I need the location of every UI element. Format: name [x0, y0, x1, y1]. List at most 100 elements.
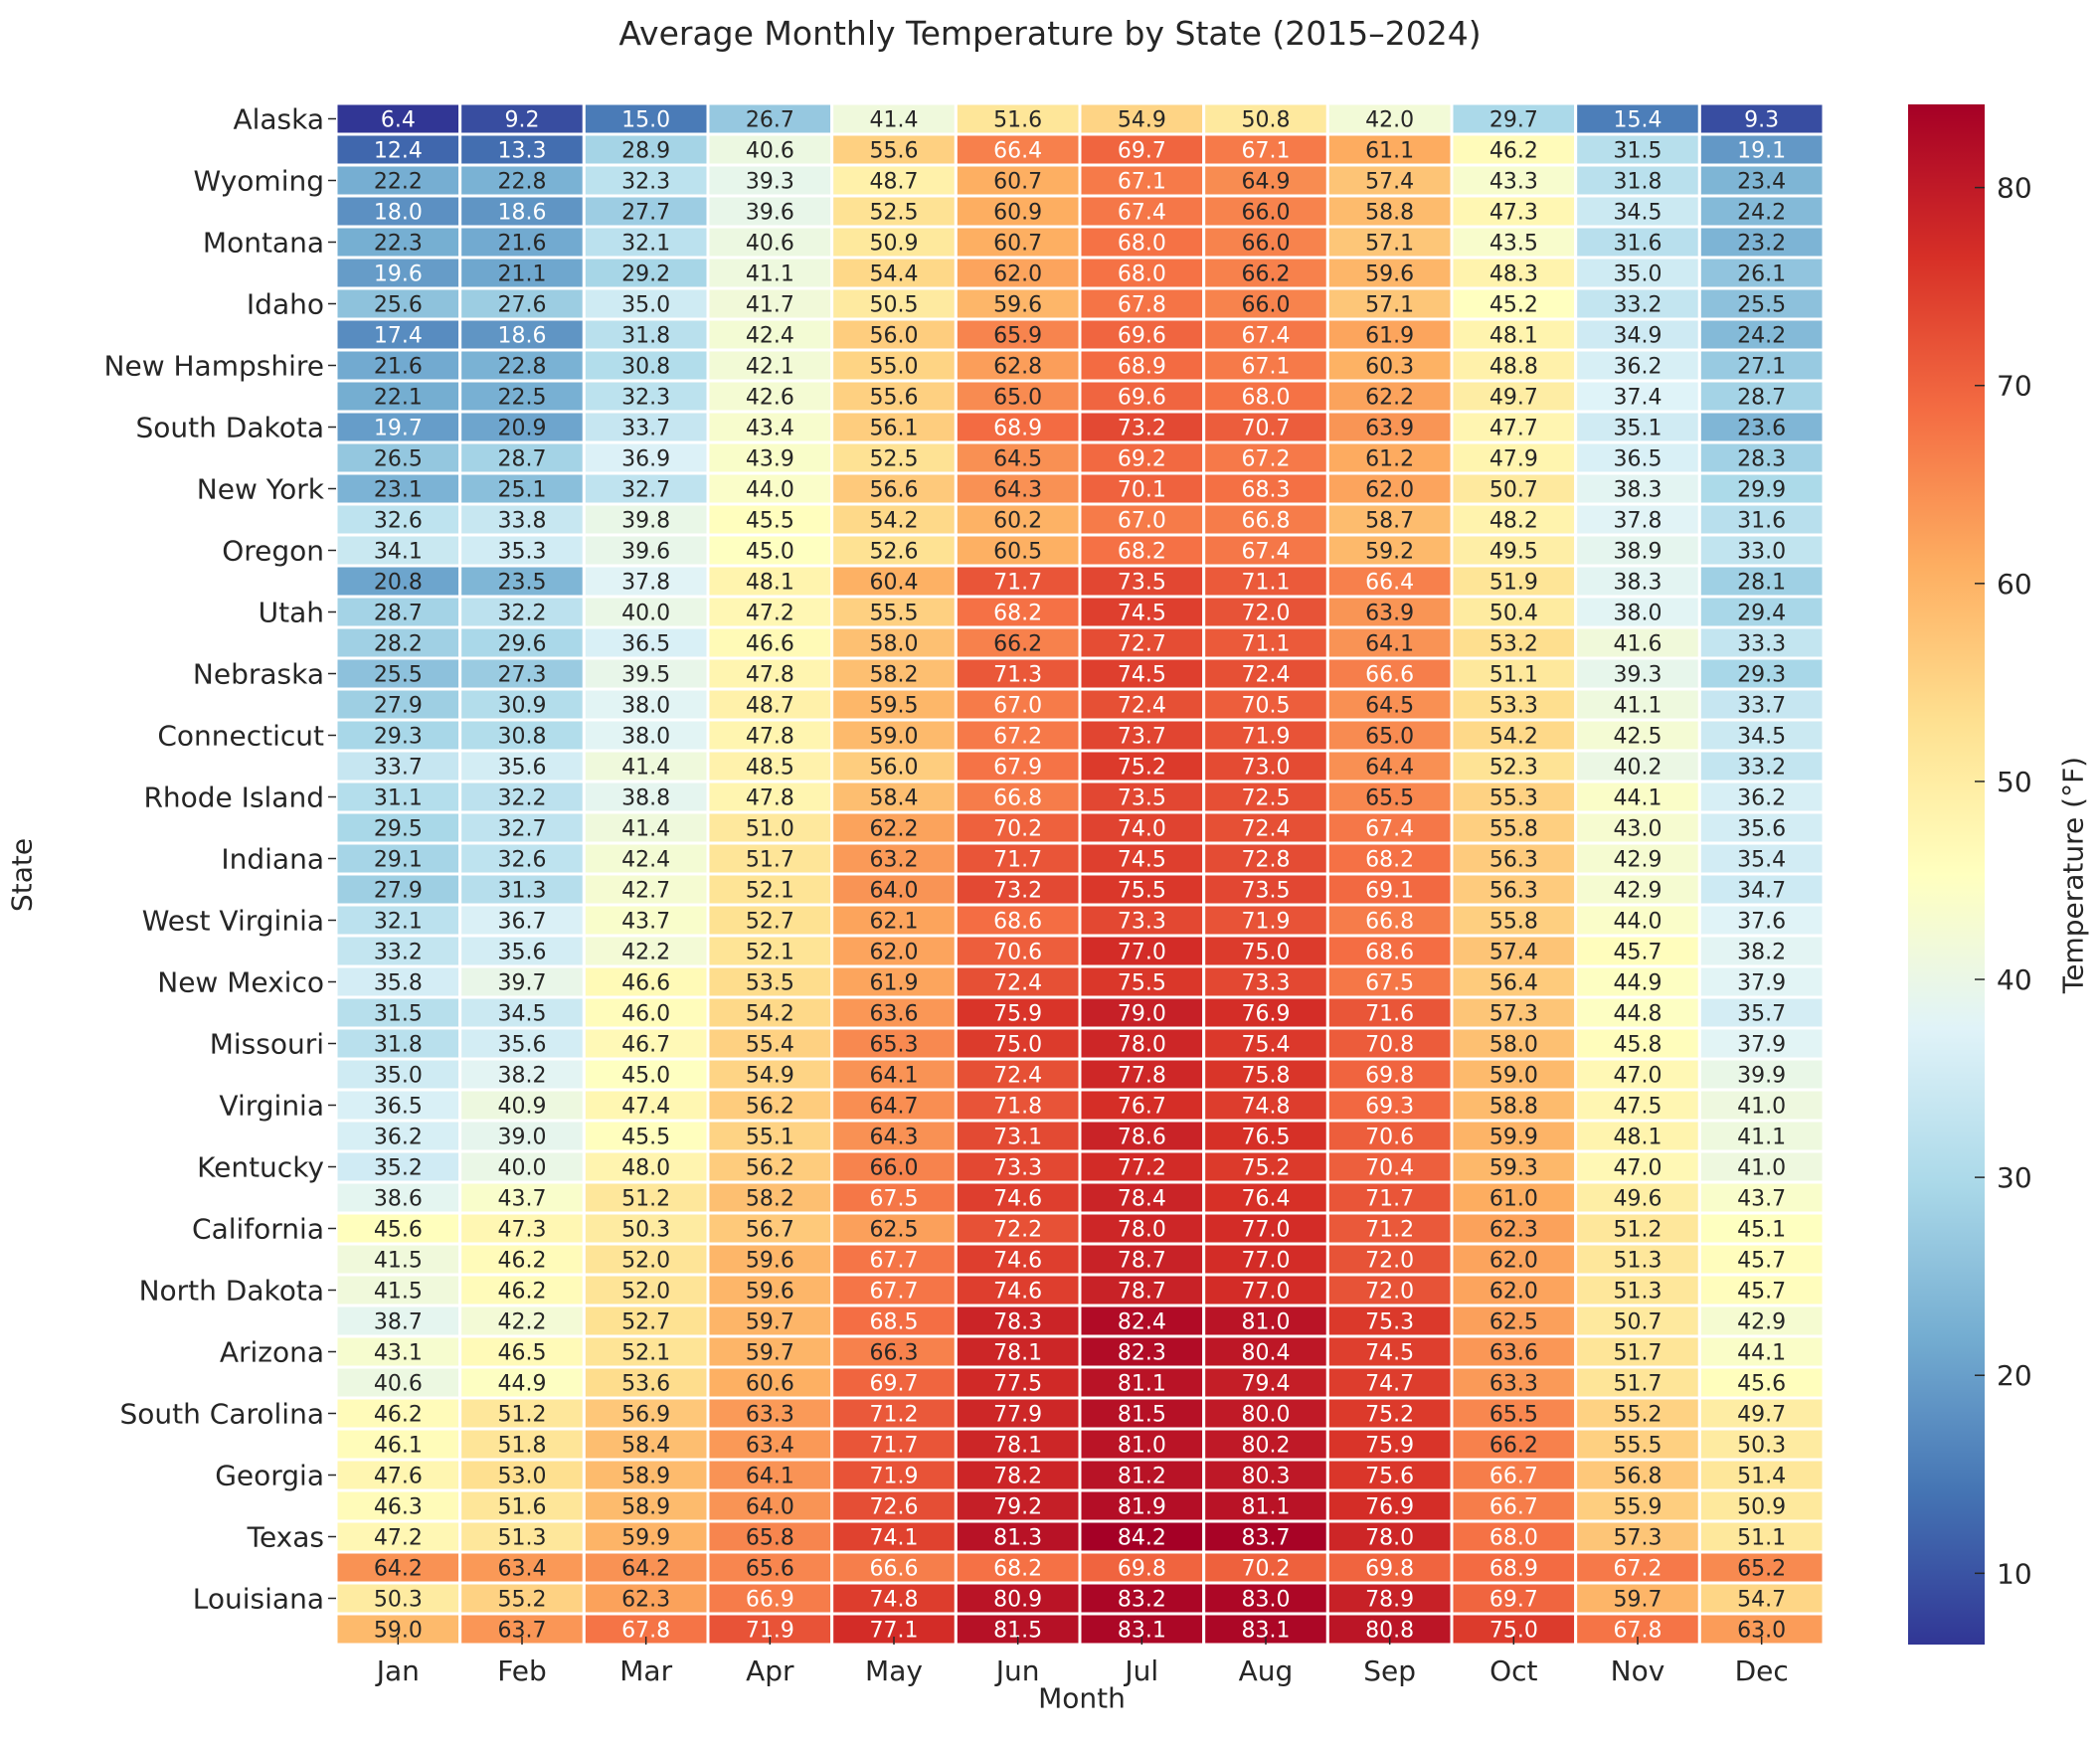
heatmap-cell	[1202, 780, 1329, 814]
cell-value-label: 71.7	[993, 848, 1042, 873]
x-tick-label: Jan	[375, 1655, 420, 1687]
cell-value-label: 38.2	[1737, 941, 1786, 965]
y-tick-label: New York	[197, 473, 325, 506]
cell-value-label: 29.5	[374, 817, 423, 842]
y-tick-label: New Hampshire	[104, 350, 324, 383]
heatmap-cell	[954, 410, 1082, 444]
cell-value-label: 32.1	[621, 232, 670, 257]
cell-value-label: 53.5	[746, 971, 794, 996]
cell-value-label: 73.3	[1118, 910, 1166, 935]
cell-value-label: 51.3	[498, 1526, 547, 1551]
cell-value-label: 75.5	[1118, 879, 1166, 904]
heatmap-cell	[1202, 995, 1329, 1030]
cell-value-label: 67.7	[870, 1249, 919, 1274]
cell-value-label: 42.4	[621, 848, 670, 873]
cell-value-label: 60.3	[1365, 355, 1414, 380]
cell-value-label: 79.0	[1118, 1002, 1166, 1027]
heatmap-cell	[1574, 1519, 1701, 1554]
cell-value-label: 24.2	[1737, 201, 1786, 226]
cell-value-label: 65.8	[746, 1526, 794, 1551]
cell-value-label: 51.9	[1489, 571, 1538, 596]
cell-value-label: 38.6	[374, 1187, 423, 1212]
cell-value-label: 18.0	[374, 201, 423, 226]
cell-value-label: 68.6	[1365, 941, 1414, 965]
cell-value-label: 45.8	[1614, 1033, 1662, 1058]
cell-value-label: 68.2	[1365, 848, 1414, 873]
cell-value-label: 66.0	[1242, 293, 1291, 318]
heatmap-cell	[954, 1149, 1082, 1184]
heatmap-cell	[582, 410, 710, 444]
cell-value-label: 62.1	[870, 910, 919, 935]
heatmap-cell	[1325, 810, 1454, 845]
cell-value-label: 55.0	[870, 355, 919, 380]
heatmap-cell	[706, 903, 834, 938]
heatmap-cell	[582, 1057, 710, 1092]
cell-value-label: 43.7	[1737, 1187, 1786, 1212]
cell-value-label: 62.0	[1365, 478, 1414, 503]
heatmap-cell	[1325, 1427, 1454, 1462]
cell-value-label: 38.8	[621, 786, 670, 811]
cell-value-label: 78.6	[1118, 1126, 1166, 1150]
cell-value-label: 39.3	[746, 170, 794, 195]
heatmap-cell	[1450, 533, 1578, 568]
cell-value-label: 48.1	[746, 571, 794, 596]
heatmap-cell	[1325, 749, 1454, 784]
cell-value-label: 46.2	[374, 1403, 423, 1428]
cell-value-label: 44.8	[1614, 1002, 1662, 1027]
cell-value-label: 67.8	[1118, 293, 1166, 318]
cell-value-label: 22.8	[498, 170, 547, 195]
heatmap-cell	[954, 964, 1082, 999]
heatmap-cell	[582, 1581, 710, 1616]
cell-value-label: 32.2	[498, 602, 547, 626]
heatmap-cell	[1697, 1550, 1826, 1585]
cell-value-label: 35.6	[498, 756, 547, 781]
cell-value-label: 15.4	[1614, 108, 1662, 133]
heatmap-cell	[1697, 903, 1826, 938]
cell-value-label: 52.1	[621, 1341, 670, 1366]
cell-value-label: 68.0	[1242, 386, 1291, 411]
cell-value-label: 66.4	[1365, 571, 1414, 596]
cell-value-label: 51.1	[1737, 1526, 1786, 1551]
cell-value-label: 73.5	[1242, 879, 1291, 904]
cell-value-label: 71.6	[1365, 1002, 1414, 1027]
heatmap-cell	[1202, 1211, 1329, 1246]
heatmap-cell	[954, 1458, 1082, 1492]
heatmap-cell	[706, 1396, 834, 1431]
cell-value-label: 71.2	[1365, 1218, 1414, 1243]
cell-value-label: 35.8	[374, 971, 423, 996]
heatmap-cell	[830, 1057, 958, 1092]
cell-value-label: 73.3	[993, 1156, 1042, 1181]
cell-value-label: 22.1	[374, 386, 423, 411]
cell-value-label: 57.3	[1614, 1526, 1662, 1551]
cell-value-label: 63.4	[498, 1557, 547, 1582]
cell-value-label: 60.4	[870, 571, 919, 596]
heatmap-cell	[334, 934, 462, 968]
cell-value-label: 68.6	[993, 910, 1042, 935]
cell-value-label: 46.0	[621, 1002, 670, 1027]
cell-value-label: 35.7	[1737, 1002, 1786, 1027]
cell-value-label: 48.8	[1489, 355, 1538, 380]
heatmap-cell	[1202, 1519, 1329, 1554]
cell-value-label: 75.0	[1242, 941, 1291, 965]
cell-value-label: 64.1	[746, 1465, 794, 1489]
heatmap-cell	[830, 1365, 958, 1400]
cell-value-label: 77.0	[1242, 1218, 1291, 1243]
cell-value-label: 66.0	[1242, 232, 1291, 257]
cell-value-label: 77.2	[1118, 1156, 1166, 1181]
cell-value-label: 46.2	[1489, 139, 1538, 164]
cell-value-label: 81.2	[1118, 1465, 1166, 1489]
heatmap-cell	[1325, 625, 1454, 660]
cell-value-label: 40.0	[621, 602, 670, 626]
heatmap-cell	[334, 256, 462, 290]
cell-value-label: 49.5	[1489, 540, 1538, 565]
heatmap-cell	[1574, 872, 1701, 907]
cell-value-label: 77.5	[993, 1372, 1042, 1397]
cell-value-label: 66.3	[870, 1341, 919, 1366]
heatmap-cell	[954, 1396, 1082, 1431]
cell-value-label: 43.3	[1489, 170, 1538, 195]
heatmap-cell	[1202, 533, 1329, 568]
cell-value-label: 42.7	[621, 879, 670, 904]
cell-value-label: 65.5	[1489, 1403, 1538, 1428]
heatmap-cell	[458, 780, 586, 814]
colorbar-tick-label: 30	[1997, 1161, 2032, 1194]
